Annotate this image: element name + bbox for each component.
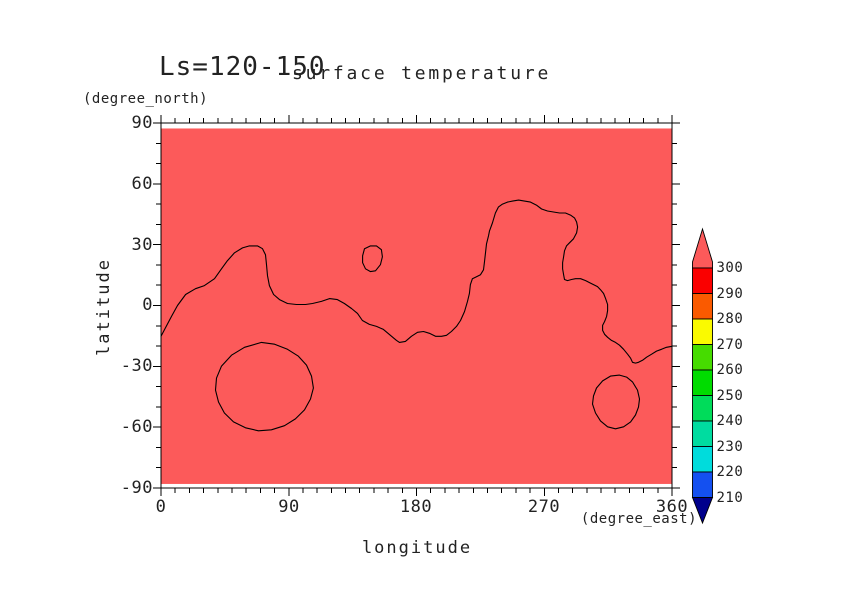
colorbar-band <box>692 344 713 371</box>
colorbar-band <box>692 446 713 473</box>
contour-line-small-closed-loop-center <box>362 245 383 273</box>
colorbar-label: 230 <box>716 438 744 455</box>
y-axis-unit-label: (degree_north) <box>83 91 209 107</box>
plot-title: surface temperature <box>292 63 552 84</box>
colorbar-band <box>692 369 713 396</box>
colorbar-label: 270 <box>716 336 744 353</box>
colorbar-label: 210 <box>716 489 744 506</box>
y-tick-label: -90 <box>120 478 153 498</box>
x-tick-label: 90 <box>278 497 300 517</box>
colorbar-band <box>692 293 713 320</box>
colorbar-label: 240 <box>716 413 744 429</box>
ls-range-annotation: Ls=120-150 <box>159 52 326 82</box>
x-axis-unit-label: (degree_east) <box>580 511 697 527</box>
x-tick-label: 270 <box>527 497 561 517</box>
colorbar-label: 250 <box>716 387 744 404</box>
colorbar-label: 300 <box>716 260 744 276</box>
colorbar-band <box>692 267 713 294</box>
x-tick-label: 180 <box>399 497 433 517</box>
contour-line-small-closed-loop-southeast <box>591 374 641 430</box>
temperature-shade-field <box>161 128 672 484</box>
x-tick-label: 360 <box>655 497 689 517</box>
y-tick-label: -60 <box>120 417 153 437</box>
colorbar-band <box>692 318 713 345</box>
colorbar-over-arrow <box>692 227 713 269</box>
colorbar-label: 280 <box>716 311 744 327</box>
colorbar-label: 260 <box>716 362 744 378</box>
colorbar-label: 290 <box>716 285 744 302</box>
colorbar-under-arrow <box>691 497 714 525</box>
x-tick-label: 0 <box>155 497 167 517</box>
colorbar-label: 220 <box>716 464 744 480</box>
colorbar-band <box>692 395 713 422</box>
x-axis-title: longitude <box>361 538 473 558</box>
colorbar-band <box>692 420 713 447</box>
y-tick-label: 90 <box>131 113 153 133</box>
y-tick-label: 60 <box>131 174 153 194</box>
contour-line-main-wavy-contour <box>160 199 673 364</box>
y-tick-label: 30 <box>131 235 153 255</box>
contour-line-large-closed-loop-southwest <box>214 341 314 432</box>
y-tick-label: 0 <box>142 295 153 315</box>
y-tick-label: -30 <box>120 356 153 376</box>
colorbar-band <box>692 471 713 498</box>
